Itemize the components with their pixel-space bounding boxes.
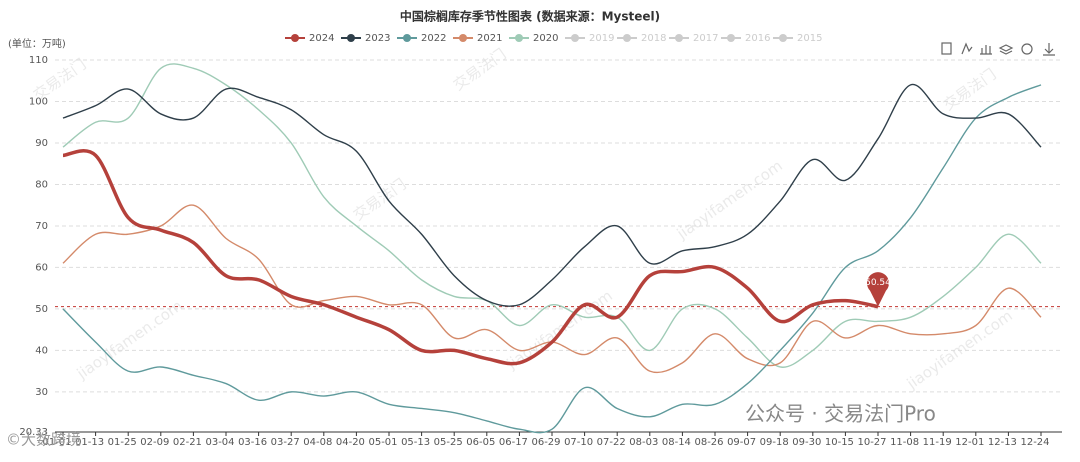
legend-label-inactive: 2015 bbox=[797, 33, 822, 44]
y-tick-label: 60 bbox=[35, 262, 48, 273]
legend-swatch-inactive bbox=[727, 34, 735, 42]
x-tick-label: 07-10 bbox=[564, 437, 593, 448]
legend-swatch bbox=[347, 34, 355, 42]
legend-label-inactive: 2017 bbox=[693, 33, 718, 44]
x-tick-label: 12-13 bbox=[988, 437, 1017, 448]
toolbox[interactable] bbox=[941, 42, 1055, 56]
watermark: 交易法门 bbox=[450, 45, 509, 94]
tool-data-view[interactable] bbox=[941, 42, 952, 55]
tool-line[interactable] bbox=[961, 42, 973, 55]
watermark: jiaoyifamen.com bbox=[503, 287, 616, 374]
x-tick-label: 09-07 bbox=[727, 437, 756, 448]
x-tick-label: 04-20 bbox=[336, 437, 365, 448]
legend-label[interactable]: 2023 bbox=[365, 33, 390, 44]
footer-watermark: 公众号 · 交易法门Pro bbox=[745, 402, 936, 426]
series-line bbox=[62, 84, 1042, 434]
tool-bar[interactable] bbox=[980, 45, 992, 55]
legend-swatch-inactive bbox=[571, 34, 579, 42]
x-tick-label: 01-13 bbox=[75, 437, 104, 448]
series-line bbox=[62, 84, 1042, 307]
y-tick-label: 90 bbox=[35, 138, 48, 149]
x-tick-label: 01-25 bbox=[108, 437, 137, 448]
x-tick-label: 12-01 bbox=[955, 437, 984, 448]
y-tick-label: 50 bbox=[35, 304, 48, 315]
y-tick-label: 80 bbox=[35, 179, 48, 190]
x-tick-label: 05-13 bbox=[401, 437, 430, 448]
legend-swatch bbox=[515, 34, 523, 42]
legend-swatch bbox=[291, 34, 299, 42]
x-tick-label: 06-29 bbox=[531, 437, 560, 448]
series-line bbox=[62, 63, 1042, 368]
x-tick-label: 11-19 bbox=[923, 437, 952, 448]
y-tick-label: 70 bbox=[35, 221, 48, 232]
legend-label-inactive: 2016 bbox=[745, 33, 770, 44]
legend-label-inactive: 2018 bbox=[641, 33, 666, 44]
watermark: jiaoyifamen.com bbox=[73, 297, 186, 384]
series-line bbox=[62, 149, 879, 366]
mark-label: 50.54 bbox=[865, 278, 891, 288]
legend-label[interactable]: 2024 bbox=[309, 33, 334, 44]
tool-restore[interactable] bbox=[1021, 43, 1033, 55]
legend-swatch-inactive bbox=[623, 34, 631, 42]
watermark: jiaoyifamen.com bbox=[903, 307, 1016, 394]
watermark: jiaoyifamen.com bbox=[673, 157, 786, 244]
x-tick-label: 04-08 bbox=[303, 437, 332, 448]
x-tick-label: 03-04 bbox=[205, 437, 234, 448]
x-tick-label: 08-03 bbox=[629, 437, 658, 448]
y-tick-label: 20.33 bbox=[19, 427, 48, 438]
x-tick-label: 12-24 bbox=[1020, 437, 1049, 448]
legend-swatch-inactive bbox=[779, 34, 787, 42]
x-tick-label: 02-09 bbox=[140, 437, 169, 448]
x-tick-label: 05-01 bbox=[368, 437, 397, 448]
chart-title: 中国棕榈库存季节性图表 (数据来源：Mysteel) bbox=[400, 9, 660, 24]
x-tick-label: 08-14 bbox=[662, 437, 691, 448]
corner-watermark: ©大数跨境 bbox=[6, 431, 81, 449]
y-tick-label: 40 bbox=[35, 345, 48, 356]
legend-label[interactable]: 2020 bbox=[533, 33, 558, 44]
y-tick-label: 30 bbox=[35, 387, 48, 398]
x-tick-label: 01-01 bbox=[42, 437, 71, 448]
tool-stack[interactable] bbox=[998, 44, 1014, 55]
watermark: 交易法门 bbox=[350, 175, 409, 224]
x-tick-label: 02-21 bbox=[173, 437, 202, 448]
x-tick-label: 11-08 bbox=[890, 437, 919, 448]
x-tick-label: 09-30 bbox=[792, 437, 821, 448]
legend-label[interactable]: 2021 bbox=[477, 33, 502, 44]
legend-label-inactive: 2019 bbox=[589, 33, 614, 44]
tool-save[interactable] bbox=[1043, 43, 1055, 56]
series-line bbox=[62, 204, 1042, 374]
x-tick-label: 08-26 bbox=[694, 437, 723, 448]
mark-pin bbox=[867, 272, 889, 307]
y-tick-label: 110 bbox=[29, 55, 48, 66]
x-tick-label: 10-27 bbox=[857, 437, 886, 448]
x-tick-label: 07-22 bbox=[597, 437, 626, 448]
x-tick-label: 06-05 bbox=[466, 437, 495, 448]
x-tick-label: 06-17 bbox=[499, 437, 528, 448]
x-tick-label: 03-16 bbox=[238, 437, 267, 448]
x-tick-label: 05-25 bbox=[434, 437, 463, 448]
x-tick-label: 03-27 bbox=[271, 437, 300, 448]
legend-swatch bbox=[403, 34, 411, 42]
y-axis-label: (单位：万吨) bbox=[8, 37, 66, 50]
legend-label[interactable]: 2022 bbox=[421, 33, 446, 44]
x-tick-label: 10-15 bbox=[825, 437, 854, 448]
legend-swatch bbox=[459, 34, 467, 42]
x-tick-label: 09-18 bbox=[760, 437, 789, 448]
legend-swatch-inactive bbox=[675, 34, 683, 42]
y-tick-label: 100 bbox=[29, 96, 48, 107]
